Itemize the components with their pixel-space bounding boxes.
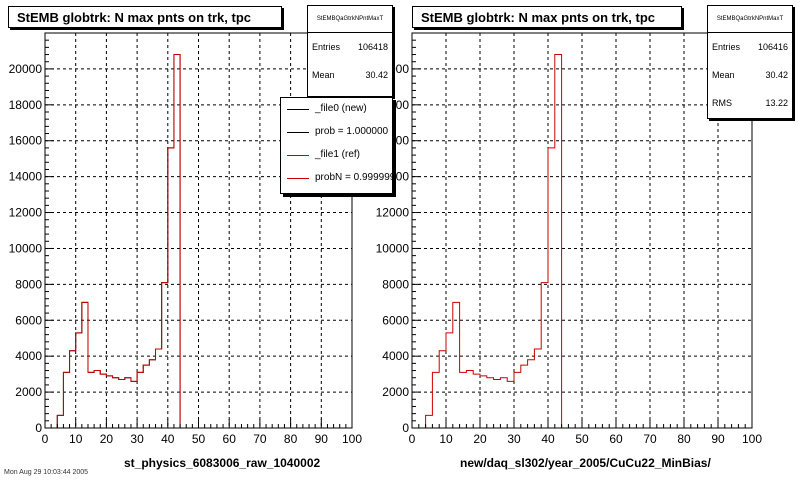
x-tick-label: 10 bbox=[69, 432, 83, 446]
left-chart-title-text: StEMB globtrk: N max pnts on trk, tpc bbox=[17, 10, 252, 25]
stats-label: RMS bbox=[712, 98, 732, 108]
x-tick-label: 90 bbox=[315, 432, 329, 446]
y-tick-label: 2000 bbox=[382, 385, 409, 399]
x-tick-label: 50 bbox=[192, 432, 206, 446]
x-tick-label: 20 bbox=[100, 432, 114, 446]
y-tick-label: 10000 bbox=[9, 241, 43, 255]
y-tick-label: 6000 bbox=[382, 313, 409, 327]
stats-label: Mean bbox=[312, 70, 335, 80]
x-tick-label: 60 bbox=[223, 432, 237, 446]
legend-text: prob = 1.000000 bbox=[315, 126, 389, 137]
histogram-series-1 bbox=[412, 54, 752, 429]
x-tick-label: 100 bbox=[342, 432, 362, 446]
right-stats-entries: Entries 106416 bbox=[708, 33, 792, 61]
stats-label: Entries bbox=[712, 42, 741, 52]
y-tick-label: 0 bbox=[35, 421, 42, 435]
legend-entry: _file1 (ref) bbox=[281, 144, 392, 167]
legend-line-swatch bbox=[287, 155, 309, 156]
x-tick-label: 30 bbox=[507, 432, 521, 446]
y-tick-label: 8000 bbox=[15, 277, 42, 291]
stats-value: 106416 bbox=[757, 42, 788, 52]
right-stats-mean: Mean 30.42 bbox=[708, 61, 792, 89]
y-tick-label: 12000 bbox=[9, 206, 43, 220]
y-tick-label: 6000 bbox=[15, 313, 42, 327]
x-tick-label: 70 bbox=[643, 432, 657, 446]
x-tick-label: 0 bbox=[409, 432, 416, 446]
y-tick-label: 2000 bbox=[15, 385, 42, 399]
right-stats-rms: RMS 13.22 bbox=[708, 89, 792, 117]
right-stats-name: StEMBQaGtrkNPntMaxT bbox=[708, 6, 792, 33]
legend-entry: _file0 (new) bbox=[281, 98, 392, 121]
x-tick-label: 70 bbox=[253, 432, 267, 446]
y-tick-label: 4000 bbox=[15, 349, 42, 363]
plot-area bbox=[412, 33, 752, 428]
legend-line-swatch bbox=[287, 178, 309, 179]
y-tick-label: 8000 bbox=[382, 277, 409, 291]
stats-label: Mean bbox=[712, 70, 735, 80]
x-tick-label: 80 bbox=[284, 432, 298, 446]
y-tick-label: 18000 bbox=[9, 98, 43, 112]
timestamp-footer: Mon Aug 29 10:03:44 2005 bbox=[4, 469, 89, 476]
x-tick-label: 50 bbox=[575, 432, 589, 446]
left-stats-entries: Entries 106418 bbox=[308, 33, 392, 61]
legend-text: _file1 (ref) bbox=[315, 149, 361, 160]
x-tick-label: 30 bbox=[130, 432, 144, 446]
y-tick-label: 14000 bbox=[9, 170, 43, 184]
right-chart-title-text: StEMB globtrk: N max pnts on trk, tpc bbox=[421, 10, 656, 25]
plot-area bbox=[45, 33, 352, 428]
x-tick-label: 40 bbox=[541, 432, 555, 446]
histogram-series-2 bbox=[45, 54, 352, 429]
right-x-axis-label: new/daq_sl302/year_2005/CuCu22_MinBias/ bbox=[460, 456, 711, 470]
x-tick-label: 10 bbox=[439, 432, 453, 446]
x-tick-label: 90 bbox=[711, 432, 725, 446]
x-tick-label: 20 bbox=[473, 432, 487, 446]
left-stats-mean: Mean 30.42 bbox=[308, 61, 392, 89]
y-tick-label: 4000 bbox=[382, 349, 409, 363]
legend-line-swatch bbox=[287, 109, 309, 110]
y-tick-label: 12000 bbox=[376, 206, 410, 220]
left-x-axis-label: st_physics_6083006_raw_1040002 bbox=[124, 456, 321, 470]
legend-text: probN = 0.999999 bbox=[315, 172, 393, 183]
left-stats-box: StEMBQaGtrkNPntMaxT Entries 106418 Mean … bbox=[307, 5, 393, 97]
left-stats-name: StEMBQaGtrkNPntMaxT bbox=[308, 6, 392, 33]
legend-entry: probN = 0.999999 bbox=[281, 167, 392, 190]
x-tick-label: 100 bbox=[742, 432, 762, 446]
x-tick-label: 0 bbox=[42, 432, 49, 446]
stats-value: 106418 bbox=[357, 42, 388, 52]
stats-value: 13.22 bbox=[765, 98, 788, 108]
stats-label: Entries bbox=[312, 42, 341, 52]
right-stats-box: StEMBQaGtrkNPntMaxT Entries 106416 Mean … bbox=[707, 5, 793, 119]
y-tick-label: 20000 bbox=[9, 62, 43, 76]
y-tick-label: 16000 bbox=[9, 134, 43, 148]
y-tick-label: 10000 bbox=[376, 241, 410, 255]
right-chart-title: StEMB globtrk: N max pnts on trk, tpc bbox=[412, 6, 682, 28]
x-tick-label: 60 bbox=[609, 432, 623, 446]
left-legend: _file0 (new) prob = 1.000000 _file1 (ref… bbox=[280, 97, 393, 194]
x-tick-label: 80 bbox=[677, 432, 691, 446]
y-tick-label: 0 bbox=[402, 421, 409, 435]
legend-line-swatch bbox=[287, 132, 309, 133]
legend-text: _file0 (new) bbox=[315, 103, 367, 114]
x-tick-label: 40 bbox=[161, 432, 175, 446]
left-chart-title: StEMB globtrk: N max pnts on trk, tpc bbox=[8, 6, 282, 28]
stats-value: 30.42 bbox=[365, 70, 388, 80]
stats-value: 30.42 bbox=[765, 70, 788, 80]
legend-entry: prob = 1.000000 bbox=[281, 121, 392, 144]
